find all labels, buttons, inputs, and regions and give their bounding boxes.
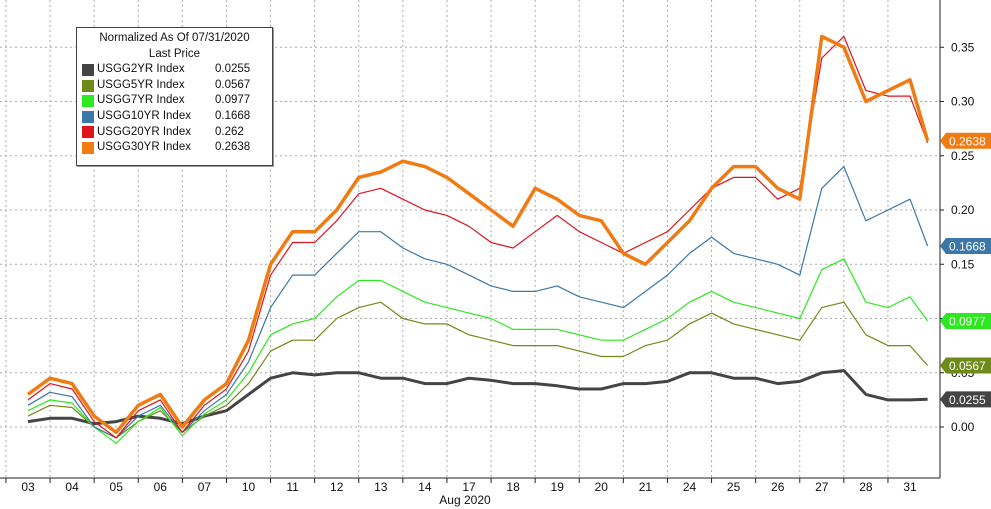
- series-line-usgg20yr: [27, 35, 929, 439]
- last-price-box: [940, 312, 991, 329]
- last-price-labels: 0.0255 0.0567 0.0977 0.1668 0.2638: [940, 132, 991, 408]
- x-tick-label: 18: [506, 480, 520, 494]
- x-tick-label: 17: [462, 480, 476, 494]
- x-tick-label: 25: [727, 480, 741, 494]
- legend-last-price: 0.0567: [215, 78, 251, 91]
- x-tick-label: 11: [286, 480, 299, 494]
- legend-swatch: [82, 126, 94, 139]
- x-tick-label: 21: [639, 480, 653, 494]
- legend-item: USGG30YR Index 0.2638: [77, 140, 272, 156]
- legend-last-price: 0.0977: [215, 94, 251, 107]
- legend-last-price: 0.262: [215, 125, 244, 138]
- last-price-label-usgg10yr: 0.1668: [940, 238, 991, 255]
- legend-title: Normalized As Of 07/31/2020 Last Price: [77, 28, 272, 62]
- legend-title-line1: Normalized As Of 07/31/2020: [99, 32, 250, 44]
- last-price-value: 0.2638: [949, 134, 986, 148]
- y-axis: 0.000.050.100.150.200.250.300.35: [940, 40, 975, 434]
- series-line-usgg30yr: [26, 34, 930, 435]
- y-tick-label: 0.15: [951, 257, 975, 271]
- legend-item: USGG5YR Index 0.0567: [77, 78, 272, 94]
- legend-series-name: USGG5YR Index: [97, 78, 185, 91]
- series-lines: [26, 34, 930, 444]
- last-price-value: 0.0977: [949, 314, 986, 328]
- last-price-box: [940, 391, 991, 408]
- last-price-value: 0.1668: [949, 240, 986, 254]
- x-axis-label: Aug 2020: [439, 493, 491, 507]
- legend-series-name: USGG2YR Index: [97, 63, 185, 76]
- x-axis: 03 04 05 06 07 10 11 12 13 14 17 18 19 20 21 24 25 26 27 28…: [5, 478, 917, 494]
- legend-last-price: 0.2638: [215, 141, 251, 154]
- last-price-value: 0.0255: [949, 393, 986, 407]
- y-tick-label: 0.20: [951, 203, 975, 217]
- x-tick-label: 24: [683, 480, 697, 494]
- last-price-box: [940, 132, 991, 149]
- legend-last-price: 0.0255: [215, 63, 251, 76]
- y-tick-label: 0.00: [951, 420, 975, 434]
- series-line-usgg7yr: [27, 258, 929, 444]
- legend-title-line2: Last Price: [148, 47, 201, 60]
- legend-rows: USGG2YR Index 0.0255 USGG5YR Index 0.0567 US…: [77, 62, 272, 156]
- x-tick-label: 31: [903, 480, 917, 494]
- x-tick-label: 05: [110, 480, 124, 494]
- x-tick-label: 07: [198, 480, 212, 494]
- last-price-label-usgg2yr: 0.0255: [940, 391, 991, 408]
- legend: Normalized As Of 07/31/2020 Last Price U…: [76, 27, 273, 166]
- last-price-box: [940, 238, 991, 255]
- x-tick-label: 13: [374, 480, 388, 494]
- legend-series-name: USGG7YR Index: [97, 94, 185, 107]
- y-tick-label: 0.25: [951, 149, 975, 163]
- last-price-box: [940, 357, 991, 374]
- x-tick-label: 06: [154, 480, 168, 494]
- legend-swatch: [82, 95, 94, 108]
- last-price-label-usgg7yr: 0.0977: [940, 312, 991, 329]
- legend-item: USGG20YR Index 0.262: [77, 125, 272, 141]
- legend-item: USGG10YR Index 0.1668: [77, 109, 272, 125]
- y-tick-label: 0.30: [951, 95, 975, 109]
- x-tick-label: 26: [771, 480, 785, 494]
- x-tick-label: 27: [815, 480, 829, 494]
- x-tick-label: 14: [418, 480, 432, 494]
- x-tick-label: 03: [21, 480, 35, 494]
- last-price-label-usgg5yr: 0.0567: [940, 357, 991, 374]
- legend-item: USGG7YR Index 0.0977: [77, 93, 272, 109]
- last-price-label-usgg30yr: 0.2638: [940, 132, 991, 149]
- x-tick-label: 28: [859, 480, 873, 494]
- legend-swatch: [82, 63, 94, 76]
- x-tick-label: 19: [551, 480, 565, 494]
- x-tick-label: 20: [595, 480, 609, 494]
- legend-swatch: [82, 79, 94, 92]
- y-tick-label: 0.35: [951, 40, 975, 54]
- x-tick-label: 10: [242, 480, 256, 494]
- legend-series-name: USGG30YR Index: [97, 141, 191, 154]
- last-price-value: 0.0567: [949, 359, 986, 373]
- legend-series-name: USGG20YR Index: [97, 125, 191, 138]
- legend-swatch: [82, 141, 94, 154]
- legend-item: USGG2YR Index 0.0255: [77, 62, 272, 78]
- x-tick-label: 12: [330, 480, 344, 494]
- x-tick-label: 04: [65, 480, 79, 494]
- legend-series-name: USGG10YR Index: [97, 109, 191, 122]
- legend-last-price: 0.1668: [215, 109, 251, 122]
- legend-swatch: [82, 110, 94, 123]
